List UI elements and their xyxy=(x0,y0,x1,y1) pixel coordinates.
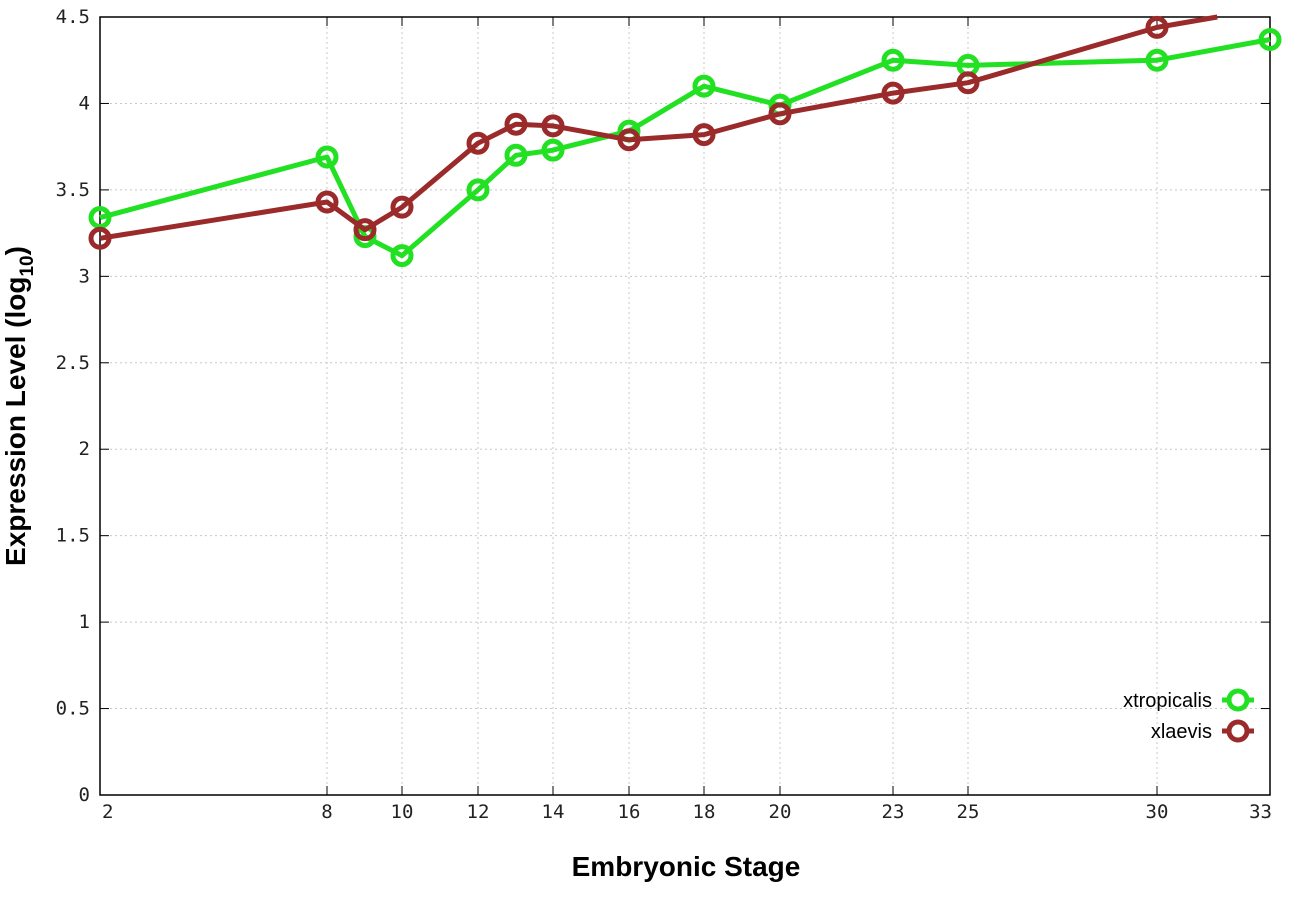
data-point-xtropicalis xyxy=(1145,48,1169,72)
data-point-xtropicalis xyxy=(1258,27,1282,51)
grid-lines xyxy=(100,17,1270,795)
y-tick-label: 2.5 xyxy=(56,352,90,374)
y-tick-label: 2 xyxy=(79,438,90,460)
y-tick-label: 0.5 xyxy=(56,698,90,720)
legend-marker-xtropicalis xyxy=(1226,688,1250,712)
y-axis-title: Expression Level (log10) xyxy=(0,246,38,566)
x-tick-label: 33 xyxy=(1249,801,1272,823)
x-tick-label: 8 xyxy=(321,801,332,823)
data-point-xtropicalis xyxy=(881,48,905,72)
data-point-xlaevis xyxy=(956,71,980,95)
legend-label-xlaevis: xlaevis xyxy=(1151,721,1212,743)
y-tick-label: 1 xyxy=(79,611,90,633)
data-point-xtropicalis xyxy=(88,206,112,230)
data-point-xlaevis xyxy=(88,226,112,250)
x-tick-label: 16 xyxy=(618,801,641,823)
series-layer xyxy=(88,14,1282,268)
data-point-xlaevis xyxy=(390,195,414,219)
y-tick-label: 3 xyxy=(79,265,90,287)
y-tick-label: 4.5 xyxy=(56,6,90,28)
data-point-xlaevis xyxy=(881,81,905,105)
series-xlaevis xyxy=(88,14,1218,250)
x-tick-label: 14 xyxy=(542,801,565,823)
data-point-xtropicalis xyxy=(692,74,716,98)
data-point-xlaevis xyxy=(504,112,528,136)
data-point-xlaevis xyxy=(768,102,792,126)
data-point-xlaevis xyxy=(353,218,377,242)
x-tick-label: 12 xyxy=(467,801,490,823)
data-point-xlaevis xyxy=(1145,15,1169,39)
series-line-xlaevis xyxy=(99,14,1218,241)
data-point-xlaevis xyxy=(541,114,565,138)
x-tick-label: 23 xyxy=(882,801,905,823)
series-xtropicalis xyxy=(88,27,1282,268)
y-tick-label: 0 xyxy=(79,784,90,806)
y-axis-title-subscript: 10 xyxy=(17,255,38,276)
plot-frame xyxy=(99,16,1271,796)
x-tick-label: 30 xyxy=(1146,801,1169,823)
y-tick-label: 1.5 xyxy=(56,525,90,547)
y-tick-label: 4 xyxy=(79,92,90,114)
data-point-xlaevis xyxy=(466,131,490,155)
data-point-xlaevis xyxy=(315,190,339,214)
legend-label-xtropicalis: xtropicalis xyxy=(1123,690,1212,712)
legend: xtropicalis xlaevis xyxy=(1123,688,1254,743)
x-tick-label: 25 xyxy=(957,801,980,823)
data-point-xtropicalis xyxy=(315,145,339,169)
data-point-xtropicalis xyxy=(390,244,414,268)
x-tick-label: 2 xyxy=(102,801,113,823)
axis-ticks: 0 0.5 1 1.5 2 2.5 3 3.5 4 4.5 2 8 10 12 14 16 18 20 23 25 30… xyxy=(56,6,1272,823)
data-point-xlaevis xyxy=(617,128,641,152)
x-tick-label: 10 xyxy=(391,801,414,823)
data-point-xlaevis xyxy=(692,123,716,147)
series-line-xtropicalis xyxy=(99,37,1271,259)
data-point-xtropicalis xyxy=(504,143,528,167)
legend-marker-xlaevis xyxy=(1226,719,1250,743)
data-point-xtropicalis xyxy=(541,138,565,162)
x-axis-title: Embryonic Stage xyxy=(572,851,801,882)
data-point-xtropicalis xyxy=(466,178,490,202)
x-tick-label: 20 xyxy=(769,801,792,823)
x-tick-label: 18 xyxy=(693,801,716,823)
y-tick-label: 3.5 xyxy=(56,179,90,201)
